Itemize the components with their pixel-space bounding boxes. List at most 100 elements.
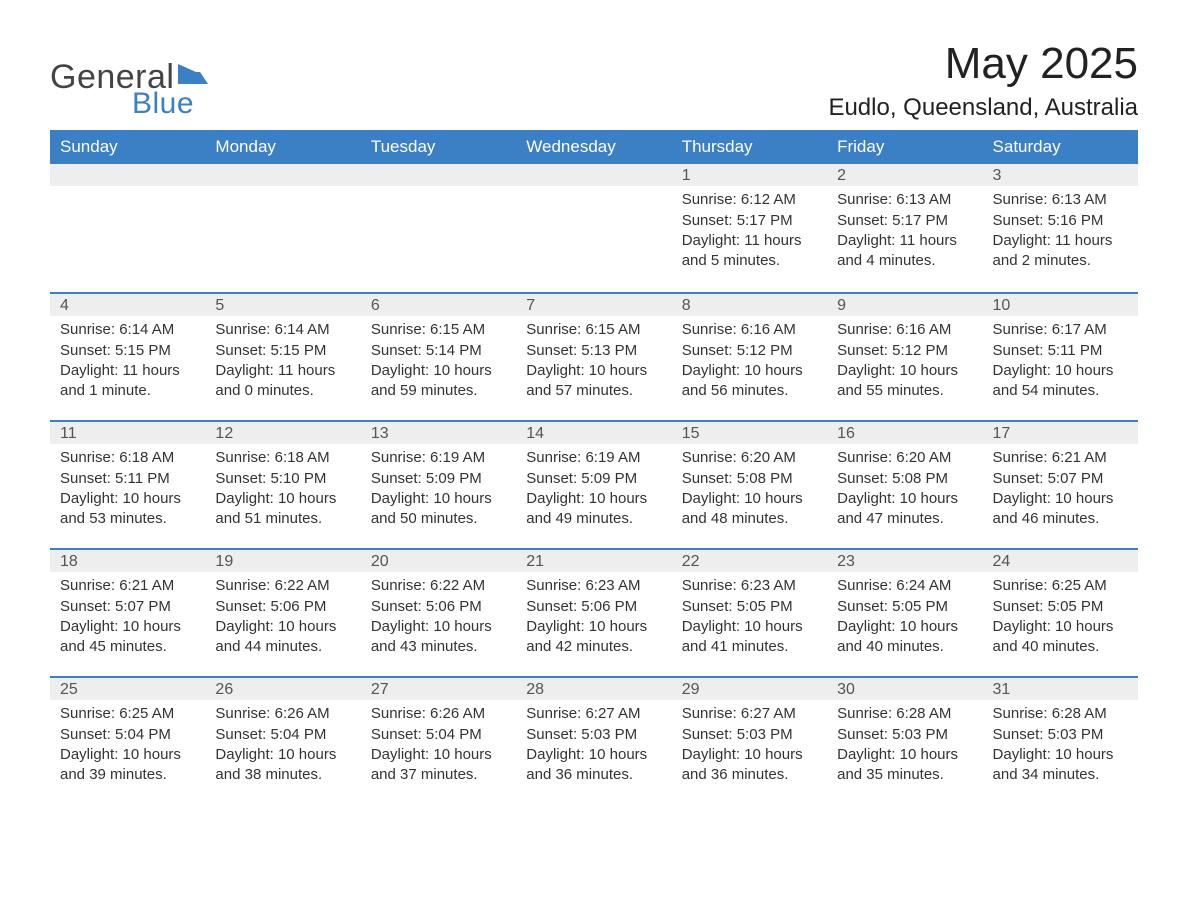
sunrise-label: Sunrise: 6:22 AM [367,576,510,596]
day-cell: 18Sunrise: 6:21 AMSunset: 5:07 PMDayligh… [50,550,205,676]
sunset-label: Sunset: 5:08 PM [833,469,976,489]
sunset-label: Sunset: 5:08 PM [678,469,821,489]
day-cell: 26Sunrise: 6:26 AMSunset: 5:04 PMDayligh… [205,678,360,804]
day-cell: 4 Sunrise: 6:14 AMSunset: 5:15 PMDaylight… [50,294,205,420]
sunset-label: Sunset: 5:15 PM [56,341,199,361]
sunrise-label: Sunrise: 6:18 AM [211,448,354,468]
day-cell: 27Sunrise: 6:26 AMSunset: 5:04 PMDayligh… [361,678,516,804]
day-cell: 2Sunrise: 6:13 AMSunset: 5:17 PMDaylight… [827,164,982,292]
daylight-label: Daylight: 10 hours and 36 minutes. [678,745,821,786]
day-cell: 24Sunrise: 6:25 AMSunset: 5:05 PMDayligh… [983,550,1138,676]
sunrise-label: Sunrise: 6:26 AM [367,704,510,724]
sunrise-label: Sunrise: 6:15 AM [522,320,665,340]
daylight-label: Daylight: 10 hours and 36 minutes. [522,745,665,786]
sunrise-label: Sunrise: 6:28 AM [989,704,1132,724]
daylight-label: Daylight: 11 hours and 2 minutes. [989,231,1132,272]
day-cell: . [361,164,516,292]
sunrise-label: Sunrise: 6:25 AM [989,576,1132,596]
daylight-label: Daylight: 11 hours and 4 minutes. [833,231,976,272]
day-cell: 7Sunrise: 6:15 AMSunset: 5:13 PMDaylight… [516,294,671,420]
day-cell: 16Sunrise: 6:20 AMSunset: 5:08 PMDayligh… [827,422,982,548]
daylight-label: Daylight: 11 hours and 1 minute. [56,361,199,402]
day-number: 15 [672,422,827,444]
sunset-label: Sunset: 5:05 PM [989,597,1132,617]
sunset-label: Sunset: 5:05 PM [833,597,976,617]
day-cell: 9Sunrise: 6:16 AMSunset: 5:12 PMDaylight… [827,294,982,420]
day-cell: 30 Sunrise: 6:28 AMSunset: 5:03 PMDayligh… [827,678,982,804]
day-number: 21 [516,550,671,572]
weekday-header: Friday [827,137,982,157]
daylight-label: Daylight: 10 hours and 41 minutes. [678,617,821,658]
sunrise-label: Sunrise: 6:25 AM [56,704,199,724]
sunrise-label: Sunrise: 6:22 AM [211,576,354,596]
day-cell: 25Sunrise: 6:25 AMSunset: 5:04 PMDayligh… [50,678,205,804]
calendar-page: General Blue May 2025 Eudlo, Queensland,… [0,0,1188,918]
weekday-header: Thursday [672,137,827,157]
daylight-label: Daylight: 10 hours and 45 minutes. [56,617,199,658]
day-cell: 15Sunrise: 6:20 AMSunset: 5:08 PMDayligh… [672,422,827,548]
weekday-header: Tuesday [361,137,516,157]
sunset-label: Sunset: 5:12 PM [678,341,821,361]
sunrise-label: Sunrise: 6:14 AM [56,320,199,340]
day-number: 9 [827,294,982,316]
day-number: 7 [516,294,671,316]
weekday-header-row: SundayMondayTuesdayWednesdayThursdayFrid… [50,130,1138,164]
day-number: . [50,164,205,186]
daylight-label: Daylight: 10 hours and 56 minutes. [678,361,821,402]
sunset-label: Sunset: 5:14 PM [367,341,510,361]
day-number: 11 [50,422,205,444]
weekday-header: Wednesday [516,137,671,157]
sunrise-label: Sunrise: 6:24 AM [833,576,976,596]
daylight-label: Daylight: 10 hours and 59 minutes. [367,361,510,402]
weekday-header: Saturday [983,137,1138,157]
sunrise-label: Sunrise: 6:13 AM [989,190,1132,210]
sunrise-label: Sunrise: 6:19 AM [522,448,665,468]
sunset-label: Sunset: 5:03 PM [678,725,821,745]
sunrise-label: Sunrise: 6:12 AM [678,190,821,210]
sunrise-label: Sunrise: 6:16 AM [678,320,821,340]
week-row: 4Sunrise: 6:14 AMSunset: 5:15 PMDaylight… [50,292,1138,420]
daylight-label: Daylight: 10 hours and 39 minutes. [56,745,199,786]
day-number: 1 [672,164,827,186]
day-cell: 20Sunrise: 6:22 AMSunset: 5:06 PMDayligh… [361,550,516,676]
daylight-label: Daylight: 10 hours and 38 minutes. [211,745,354,786]
sunrise-label: Sunrise: 6:28 AM [833,704,976,724]
page-header: General Blue May 2025 Eudlo, Queensland,… [50,40,1138,122]
day-number: 27 [361,678,516,700]
sunset-label: Sunset: 5:11 PM [56,469,199,489]
week-row: 25Sunrise: 6:25 AMSunset: 5:04 PMDayligh… [50,676,1138,804]
day-number: 2 [827,164,982,186]
daylight-label: Daylight: 10 hours and 53 minutes. [56,489,199,530]
day-cell: 13Sunrise: 6:19 AMSunset: 5:09 PMDayligh… [361,422,516,548]
day-number: 26 [205,678,360,700]
day-number: 30 [827,678,982,700]
day-number: . [516,164,671,186]
sunrise-label: Sunrise: 6:26 AM [211,704,354,724]
sunrise-label: Sunrise: 6:20 AM [833,448,976,468]
daylight-label: Daylight: 11 hours and 5 minutes. [678,231,821,272]
daylight-label: Daylight: 11 hours and 0 minutes. [211,361,354,402]
location-label: Eudlo, Queensland, Australia [828,94,1138,122]
day-cell: 6Sunrise: 6:15 AMSunset: 5:14 PMDaylight… [361,294,516,420]
sunset-label: Sunset: 5:04 PM [367,725,510,745]
daylight-label: Daylight: 10 hours and 35 minutes. [833,745,976,786]
day-number: 3 [983,164,1138,186]
sunset-label: Sunset: 5:12 PM [833,341,976,361]
day-number: 20 [361,550,516,572]
day-number: 13 [361,422,516,444]
sunset-label: Sunset: 5:03 PM [833,725,976,745]
day-cell: 3 Sunrise: 6:13 AMSunset: 5:16 PMDaylight… [983,164,1138,292]
day-number: 22 [672,550,827,572]
daylight-label: Daylight: 10 hours and 55 minutes. [833,361,976,402]
daylight-label: Daylight: 10 hours and 44 minutes. [211,617,354,658]
daylight-label: Daylight: 10 hours and 47 minutes. [833,489,976,530]
daylight-label: Daylight: 10 hours and 42 minutes. [522,617,665,658]
day-cell: 11Sunrise: 6:18 AMSunset: 5:11 PMDayligh… [50,422,205,548]
week-row: 18Sunrise: 6:21 AMSunset: 5:07 PMDayligh… [50,548,1138,676]
day-number: 4 [50,294,205,316]
day-cell: 1Sunrise: 6:12 AMSunset: 5:17 PMDaylight… [672,164,827,292]
sunset-label: Sunset: 5:07 PM [989,469,1132,489]
week-row: ....1Sunrise: 6:12 AMSunset: 5:17 PMDayl… [50,164,1138,292]
sunrise-label: Sunrise: 6:14 AM [211,320,354,340]
sunset-label: Sunset: 5:16 PM [989,211,1132,231]
